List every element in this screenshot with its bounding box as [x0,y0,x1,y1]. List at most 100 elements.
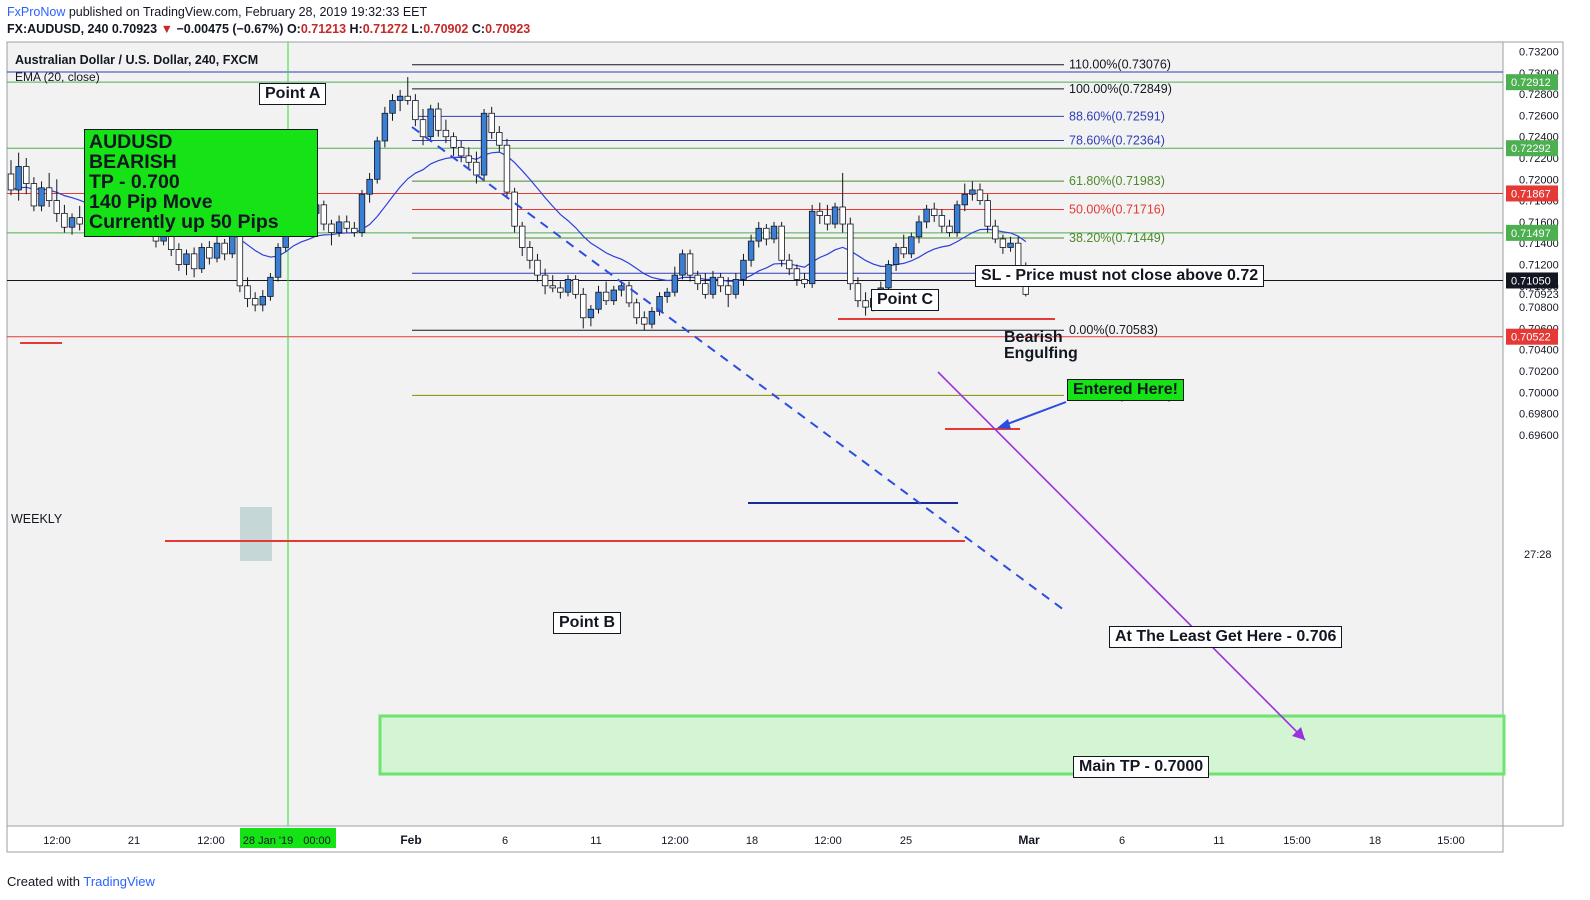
candle-body [557,287,564,293]
candle-body [778,225,785,261]
low-value: 0.70902 [423,22,469,36]
candle-body [961,193,968,206]
price-tick-label: 0.72000 [1519,174,1559,186]
candle-body [442,129,450,138]
fib-level-label: 50.00%(0.71716) [1069,203,1165,217]
candle-body [854,283,862,302]
candle-body [343,221,350,229]
tradingview-logo[interactable]: TradingView [83,874,155,889]
candle-body [663,291,671,297]
candle-body [53,200,60,214]
time-tick-label: 18 [746,835,758,847]
ema-legend: EMA (20, close) [15,70,100,84]
time-tick-label: 12:00 [197,835,225,847]
price-tag-label: 0.72912 [1511,77,1551,89]
candle-body [717,276,724,287]
candle-body [396,95,404,101]
candle-body [328,223,335,233]
high-value: 0.71272 [362,22,408,36]
candle-body [213,242,221,259]
candle-body [641,317,648,325]
time-tick-label: 12:00 [661,835,689,847]
candle-body [427,108,434,138]
open-value: 0.71213 [300,22,347,36]
time-tick-label: 25 [900,835,912,847]
price-tick-label: 0.70200 [1519,366,1559,378]
point-a-label: Point A [259,83,327,105]
candle-body [679,253,686,276]
candle-body [915,221,923,238]
candle-body [923,208,930,223]
stop-loss-note: SL - Price must not close above 0.72 [975,265,1265,287]
price-tick-label: 0.70800 [1519,302,1559,314]
candle-body [68,217,76,228]
candle-body [953,204,961,233]
candle-body [732,279,740,295]
publisher-name[interactable]: FxProNow [7,5,66,19]
projection-arrow-line [937,371,1306,741]
time-tick-label: 12:00 [814,835,842,847]
candle-body [412,100,419,121]
candle-body [335,221,343,233]
candle-body [992,225,999,240]
candle-body [816,210,823,216]
price-axis[interactable] [1502,41,1564,827]
point-a-highlight [240,507,272,561]
price-tick-label: 0.72800 [1519,89,1559,101]
candle-body [175,249,183,265]
candle-body [946,225,953,233]
summary-line: TP - 0.700 [89,171,180,193]
candle-body [984,200,991,227]
symbol-label: FX:AUDUSD, 240 [7,22,109,36]
candle-body [526,247,534,261]
candle-body [885,264,892,289]
price-tick-label: 0.71200 [1519,260,1559,272]
fib-level-label: 88.60%(0.72591) [1069,109,1165,123]
price-tag-label: 0.71050 [1511,275,1551,287]
summary-line: BEARISH [89,151,177,173]
low-label: L: [411,22,424,36]
candle-body [381,112,389,142]
candle-body [648,310,656,325]
candle-body [625,285,633,304]
candle-body [419,119,427,138]
time-tick-label: 15:00 [1437,835,1465,847]
fib-level-label: 0.00%(0.70583) [1069,323,1158,337]
candle-body [7,173,15,191]
candle-body [15,166,22,191]
time-tick-label: Mar [1018,833,1040,847]
candle-body [519,225,526,248]
candle-body [221,242,228,255]
fib-level-label: 78.60%(0.72364) [1069,134,1165,148]
time-tick-label: 18 [1369,835,1381,847]
candle-body [976,189,984,201]
footer: Created with TradingView [7,874,155,889]
candle-body [274,247,282,278]
candle-body [595,291,602,310]
candle-body [839,206,846,225]
price-tag-label: 0.72292 [1511,143,1551,155]
ohlc-header: FX:AUDUSD, 240 0.70923 ▼ −0.00475 (−0.67… [7,22,530,36]
open-label: O: [286,22,301,36]
candle-body [747,240,755,261]
candle-body [183,253,190,265]
candle-body [1014,242,1022,268]
price-tick-label: 0.69800 [1519,409,1559,421]
candle-body [511,191,518,227]
candle-body [702,283,709,295]
candle-body [351,227,358,233]
candle-body [999,238,1007,248]
high-label: H: [349,22,363,36]
candle-body [580,293,587,319]
candle-body [404,95,411,101]
price-tag [1506,224,1558,241]
candle-body [541,274,549,287]
trend-dashed-line [411,126,1065,611]
price-tag-label: 0.71497 [1511,228,1551,240]
price-tag [1506,140,1558,157]
summary-line: Currently up 50 Pips [89,211,279,233]
created-with-label: Created with [7,874,80,889]
price-tag-label: 0.71867 [1511,188,1551,200]
candle-body [473,161,480,176]
candle-body [259,296,266,306]
